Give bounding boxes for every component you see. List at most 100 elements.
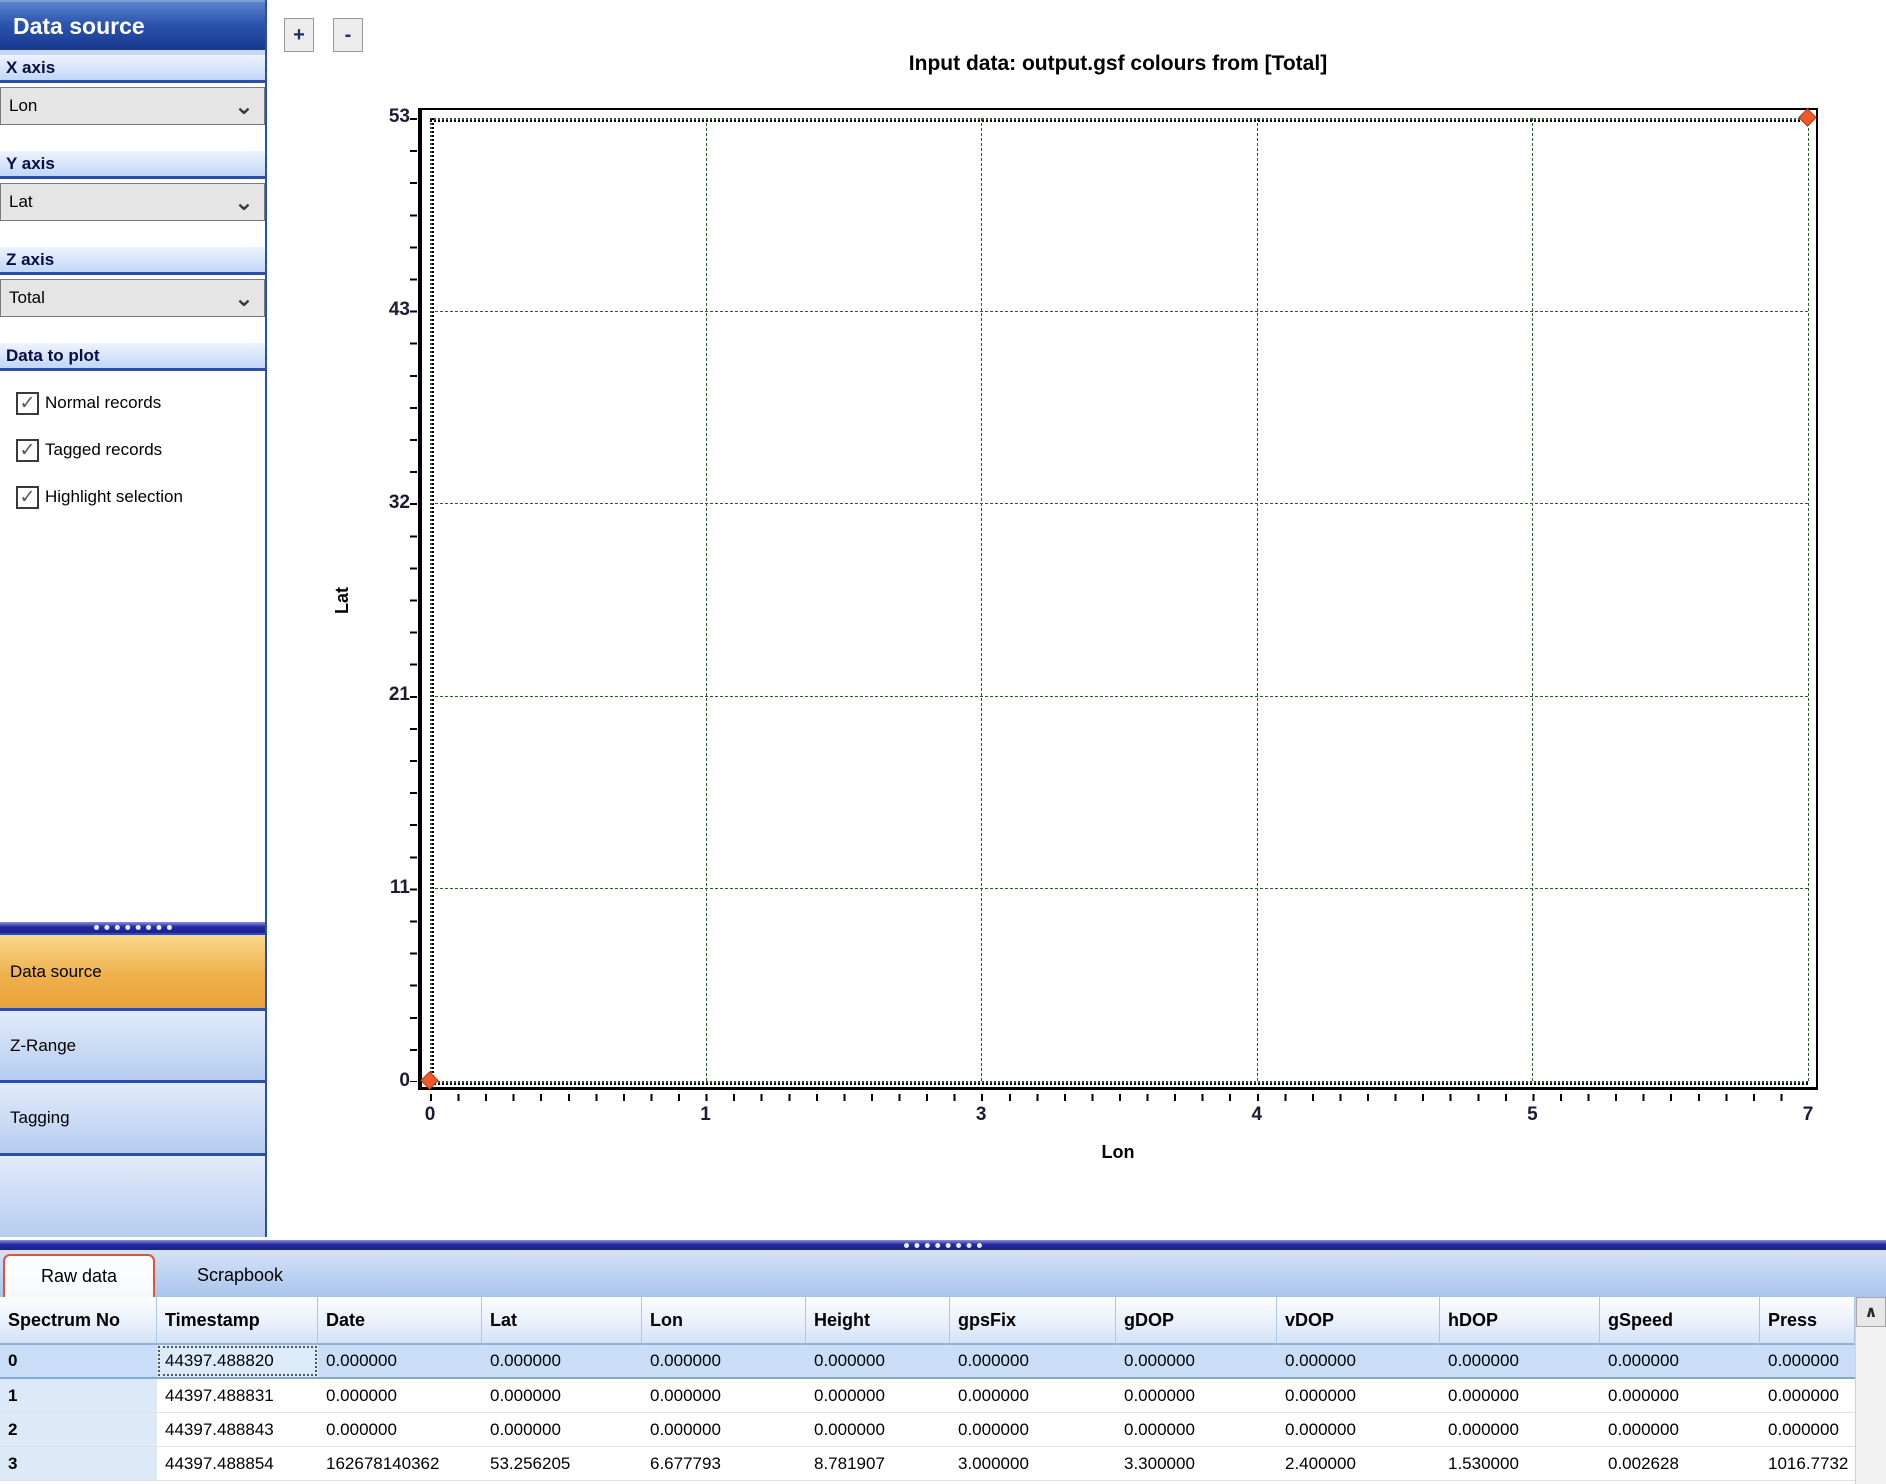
column-header-press[interactable]: Press [1760,1297,1855,1345]
table-cell[interactable]: 0.000000 [1768,1351,1839,1370]
table-cell[interactable]: 2 [0,1413,157,1446]
checkbox-icon[interactable]: ✓ [16,438,39,462]
checkbox-icon[interactable]: ✓ [16,391,39,415]
y-axis-minor-ticks [410,118,417,1082]
checkbox-row[interactable]: ✓ Normal records [16,390,265,416]
table-cell[interactable]: 0.000000 [326,1419,397,1439]
horizontal-splitter[interactable] [0,1237,1886,1250]
table-cell[interactable]: 0.000000 [1608,1419,1679,1439]
table-cell[interactable]: 0.000000 [814,1351,885,1370]
sidebar-splitter[interactable] [0,922,265,933]
x-tick-label: 7 [1802,1104,1814,1125]
column-header-spectrum-no[interactable]: Spectrum No [0,1297,157,1345]
table-cell[interactable]: 6.677793 [650,1453,721,1473]
accordion-item-data-source[interactable]: Data source [0,933,265,1009]
accordion-item-tagging[interactable]: Tagging [0,1081,265,1154]
column-header-hdop[interactable]: hDOP [1440,1297,1600,1345]
table-cell[interactable]: 8.781907 [814,1453,885,1473]
column-header-gspeed[interactable]: gSpeed [1600,1297,1760,1345]
table-cell[interactable]: 44397.488831 [165,1385,274,1405]
table-cell[interactable]: 0 [0,1345,157,1377]
table-cell[interactable]: 1016.7732 [1768,1453,1849,1473]
data-to-plot-checkbox-group: ✓ Normal records ✓ Tagged records ✓ Highlight… [0,371,265,510]
table-cell[interactable]: 1.530000 [1448,1453,1519,1473]
table-cell[interactable]: 0.000000 [1448,1419,1519,1439]
table-cell[interactable]: 162678140362 [326,1453,440,1473]
table-cell[interactable]: 44397.488854 [165,1453,274,1473]
y-axis-label: Lat [332,587,352,614]
table-cell[interactable]: 0.000000 [1448,1385,1519,1405]
table-cell[interactable]: 0.000000 [326,1385,397,1405]
axis-select-y[interactable]: Lat ⌄ [0,183,265,221]
column-header-gdop[interactable]: gDOP [1116,1297,1277,1345]
table-cell[interactable]: 0.000000 [1448,1351,1519,1370]
table-cell[interactable]: 0.000000 [1285,1351,1356,1370]
x-tick-label: 5 [1527,1104,1538,1125]
table-cell[interactable]: 3 [0,1447,157,1480]
table-cell[interactable]: 0.000000 [958,1351,1029,1370]
table-cell[interactable]: 0.000000 [490,1351,561,1370]
axis-section-header: Z axis [0,247,265,275]
zoom-out-button[interactable]: - [333,18,363,52]
table-cell[interactable]: 2.400000 [1285,1453,1356,1473]
axis-select-x[interactable]: Lon ⌄ [0,87,265,125]
table-cell[interactable]: 0.000000 [326,1351,397,1370]
table-cell[interactable]: 0.000000 [650,1419,721,1439]
checkbox-row[interactable]: ✓ Highlight selection [16,484,265,510]
table-cell[interactable]: 44397.488843 [165,1419,274,1439]
table-cell[interactable]: 0.000000 [814,1385,885,1405]
table-cell[interactable]: 0.000000 [1124,1419,1195,1439]
table-row[interactable]: 0 44397.488820 0.000000 0.000000 0.000000 0.0… [0,1345,1855,1379]
table-cell[interactable]: 3.300000 [1124,1453,1195,1473]
checkbox-row[interactable]: ✓ Tagged records [16,437,265,463]
y-tick-label: 43 [388,298,410,320]
chevron-down-icon: ⌄ [233,93,254,120]
table-cell[interactable]: 0.000000 [650,1351,721,1370]
gridline-horizontal [430,1081,1808,1085]
table-row[interactable]: 2 44397.488843 0.000000 0.000000 0.000000 0.0… [0,1413,1855,1447]
panel-title: Data source [0,0,265,50]
table-cell[interactable]: 3.000000 [958,1453,1029,1473]
table-cell[interactable]: 0.000000 [490,1385,561,1405]
table-cell[interactable]: 0.000000 [490,1419,561,1439]
zoom-in-button[interactable]: + [284,18,314,52]
table-cell[interactable]: 0.000000 [1768,1419,1839,1439]
table-cell[interactable]: 0.000000 [814,1419,885,1439]
table-cell[interactable]: 53.256205 [490,1453,571,1473]
table-cell[interactable]: 0.000000 [1285,1419,1356,1439]
table-cell[interactable]: 0.000000 [1608,1385,1679,1405]
table-row[interactable]: 1 44397.488831 0.000000 0.000000 0.000000 0.0… [0,1379,1855,1413]
axis-select-z[interactable]: Total ⌄ [0,279,265,317]
checkbox-label: Normal records [45,393,162,412]
column-header-vdop[interactable]: vDOP [1277,1297,1440,1345]
column-header-timestamp[interactable]: Timestamp [157,1297,318,1345]
table-cell[interactable]: 0.000000 [958,1419,1029,1439]
x-axis-minor-ticks [430,1094,1808,1101]
table-cell[interactable]: 44397.488820 [157,1345,318,1377]
scroll-up-icon[interactable]: ∧ [1856,1297,1886,1327]
column-header-height[interactable]: Height [806,1297,950,1345]
table-cell[interactable]: 0.000000 [650,1385,721,1405]
column-header-gpsfix[interactable]: gpsFix [950,1297,1116,1345]
table-cell[interactable]: 0.000000 [958,1385,1029,1405]
tab-scrapbook[interactable]: Scrapbook [196,1265,284,1285]
gridline-vertical [1808,118,1809,1081]
table-cell[interactable]: 0.000000 [1608,1351,1679,1370]
plot-area[interactable] [418,108,1818,1090]
column-header-lon[interactable]: Lon [642,1297,806,1345]
tab-raw-data[interactable]: Raw data [3,1254,155,1297]
table-scrollbar[interactable]: ∧ [1855,1297,1886,1484]
y-tick-label: 0 [399,1070,410,1091]
checkbox-icon[interactable]: ✓ [16,485,39,509]
accordion-item-z-range[interactable]: Z-Range [0,1009,265,1081]
table-cell[interactable]: 0.000000 [1285,1385,1356,1405]
table-cell[interactable]: 0.000000 [1124,1385,1195,1405]
table-cell[interactable]: 0.000000 [1124,1351,1195,1370]
column-header-lat[interactable]: Lat [482,1297,642,1345]
table-cell[interactable]: 0.000000 [1768,1385,1839,1405]
table-row[interactable]: 3 44397.488854 162678140362 53.256205 6.6777… [0,1447,1855,1481]
table-cell[interactable]: 0.002628 [1608,1453,1679,1473]
table-cell[interactable]: 1 [0,1379,157,1412]
column-header-date[interactable]: Date [318,1297,482,1345]
